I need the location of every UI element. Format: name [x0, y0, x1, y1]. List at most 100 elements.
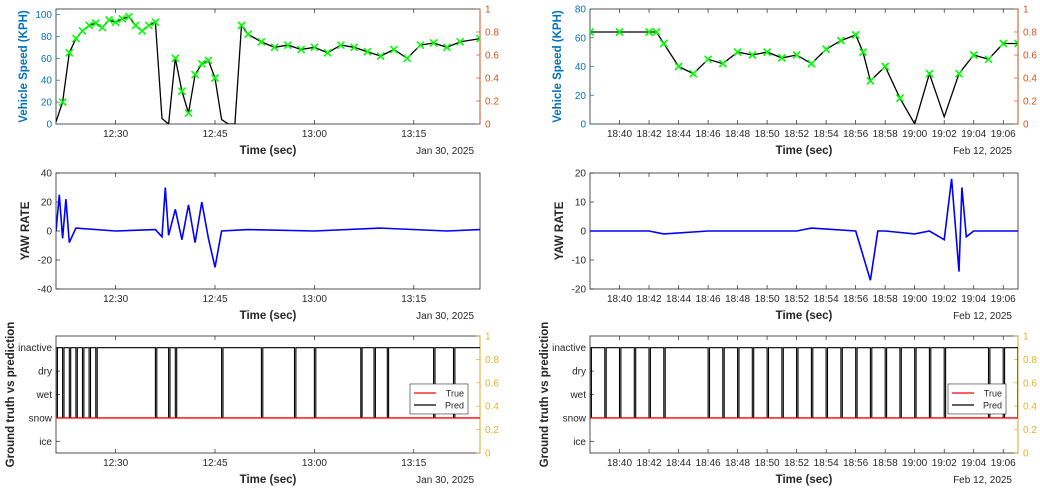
data-point-marker	[652, 27, 661, 37]
x-tick-label: 18:50	[755, 129, 780, 140]
data-point-marker	[210, 73, 220, 83]
data-point-marker	[590, 27, 595, 37]
x-tick-label: 18:56	[843, 129, 868, 140]
legend-box	[947, 383, 1007, 415]
x-tick-label: 18:52	[784, 129, 809, 140]
x-tick-label: 18:40	[607, 129, 632, 140]
data-point-marker	[689, 69, 698, 78]
x-tick-label: 19:00	[902, 129, 927, 140]
x-tick-label: 18:58	[873, 294, 898, 305]
date-label: Feb 12, 2025	[953, 475, 1012, 486]
right-tick-label: 1	[485, 332, 491, 343]
x-tick-label: 18:56	[843, 458, 868, 469]
legend-box	[409, 383, 469, 415]
x-tick-label: 19:02	[932, 294, 957, 305]
right-tick-label: 0.8	[1023, 355, 1037, 366]
y-axis-label: Ground truth vs prediction	[5, 322, 17, 468]
x-tick-label: 18:52	[784, 458, 809, 469]
data-point-marker	[310, 43, 319, 52]
data-point-marker	[881, 62, 890, 71]
y-axis-label: Ground truth vs prediction	[539, 322, 551, 468]
plot-content	[56, 187, 480, 268]
data-point-marker	[475, 34, 480, 43]
yaw-left-panel: 12:30 12:45 13:00 13:15 -40 -20 0 20 40 Time (sec…	[20, 169, 481, 322]
data-point-marker	[866, 76, 875, 85]
x-tick-label: 18:44	[666, 458, 691, 469]
data-point-marker	[177, 87, 186, 96]
plot-area	[589, 172, 1019, 290]
x-tick-label: 18:46	[696, 294, 721, 305]
y-tick-label: wet	[35, 390, 52, 401]
data-point-marker	[748, 50, 757, 60]
right-tick-label: 1	[1023, 332, 1029, 343]
data-point-marker	[336, 41, 345, 50]
x-tick-label: 12:45	[202, 129, 227, 140]
speed-right-panel: 18:40 18:42 18:44 18:46 18:48 18:50 18:52 18:54…	[552, 5, 1037, 158]
y-tick-label: 80	[41, 32, 53, 43]
data-point-marker	[733, 48, 742, 57]
legend-label: True	[984, 388, 1002, 398]
gt-right-panel: 18:40 18:42 18:44 18:46 18:48 18:50 18:52 18:54…	[539, 322, 1037, 486]
x-tick-label: 19:04	[961, 294, 986, 305]
x-tick-label: 12:30	[103, 458, 128, 469]
legend-label: True	[446, 388, 464, 398]
x-tick-label: 13:00	[302, 129, 327, 140]
right-tick-label: 0.8	[485, 28, 499, 39]
right-tick-label: 0.6	[1023, 51, 1037, 62]
legend-label: Pred	[983, 400, 1002, 410]
data-point-marker	[58, 98, 67, 107]
data-point-marker	[851, 30, 860, 39]
plot-area	[589, 335, 1019, 454]
x-tick-label: 19:04	[961, 129, 986, 140]
y-tick-label: inactive	[552, 343, 586, 354]
series-line	[590, 178, 1018, 281]
y-tick-label: 60	[575, 33, 587, 44]
x-tick-label: 18:48	[725, 294, 750, 305]
data-point-marker	[403, 54, 412, 63]
data-point-marker	[171, 54, 180, 63]
x-axis-label: Time (sec)	[776, 474, 833, 486]
x-tick-label: 18:42	[637, 294, 662, 305]
data-point-marker	[197, 59, 206, 68]
right-tick-label: 1	[485, 5, 491, 16]
data-point-marker	[91, 19, 100, 28]
series-line	[590, 31, 1018, 124]
y-tick-label: 10	[575, 198, 587, 209]
right-tick-label: 0.6	[485, 378, 499, 389]
gt-left-panel: 12:30 12:45 13:00 13:15 ice snow wet dry inactiv…	[5, 322, 499, 486]
y-axis-label: YAW RATE	[554, 201, 566, 260]
data-point-marker	[65, 48, 74, 57]
y-tick-label: 80	[575, 5, 587, 16]
y-tick-label: 60	[41, 54, 53, 65]
data-point-marker	[71, 34, 80, 43]
x-tick-label: 19:02	[932, 129, 957, 140]
x-tick-label: 18:52	[784, 294, 809, 305]
data-point-marker	[954, 69, 964, 78]
data-point-marker	[442, 43, 451, 52]
right-tick-label: 0.2	[1023, 97, 1037, 108]
y-tick-label: 20	[41, 198, 53, 209]
x-tick-label: 18:58	[873, 458, 898, 469]
data-point-marker	[138, 26, 147, 35]
right-tick-label: 0.4	[1023, 402, 1037, 413]
y-tick-label: -20	[572, 285, 587, 296]
y-axis-label: Vehicle Speed (KPH)	[552, 10, 564, 123]
right-tick-label: 0.2	[485, 425, 499, 436]
data-point-marker	[659, 39, 668, 48]
data-point-marker	[1013, 39, 1018, 48]
data-point-marker	[118, 14, 127, 23]
data-point-marker	[644, 27, 654, 37]
panels: 12:30 12:45 13:00 13:1502040608010000.20.40…	[5, 5, 1037, 487]
x-tick-label: 19:00	[902, 458, 927, 469]
x-tick-label: 13:15	[401, 458, 426, 469]
y-tick-label: 0	[46, 227, 52, 238]
y-tick-label: 40	[41, 169, 53, 180]
data-point-marker	[763, 48, 772, 57]
x-tick-label: 13:00	[302, 294, 327, 305]
x-axis-label: Time (sec)	[240, 310, 297, 322]
x-tick-label: 18:42	[637, 458, 662, 469]
y-tick-label: -20	[38, 256, 53, 267]
right-tick-label: 0.6	[1023, 378, 1037, 389]
y-tick-label: 0	[580, 227, 586, 238]
